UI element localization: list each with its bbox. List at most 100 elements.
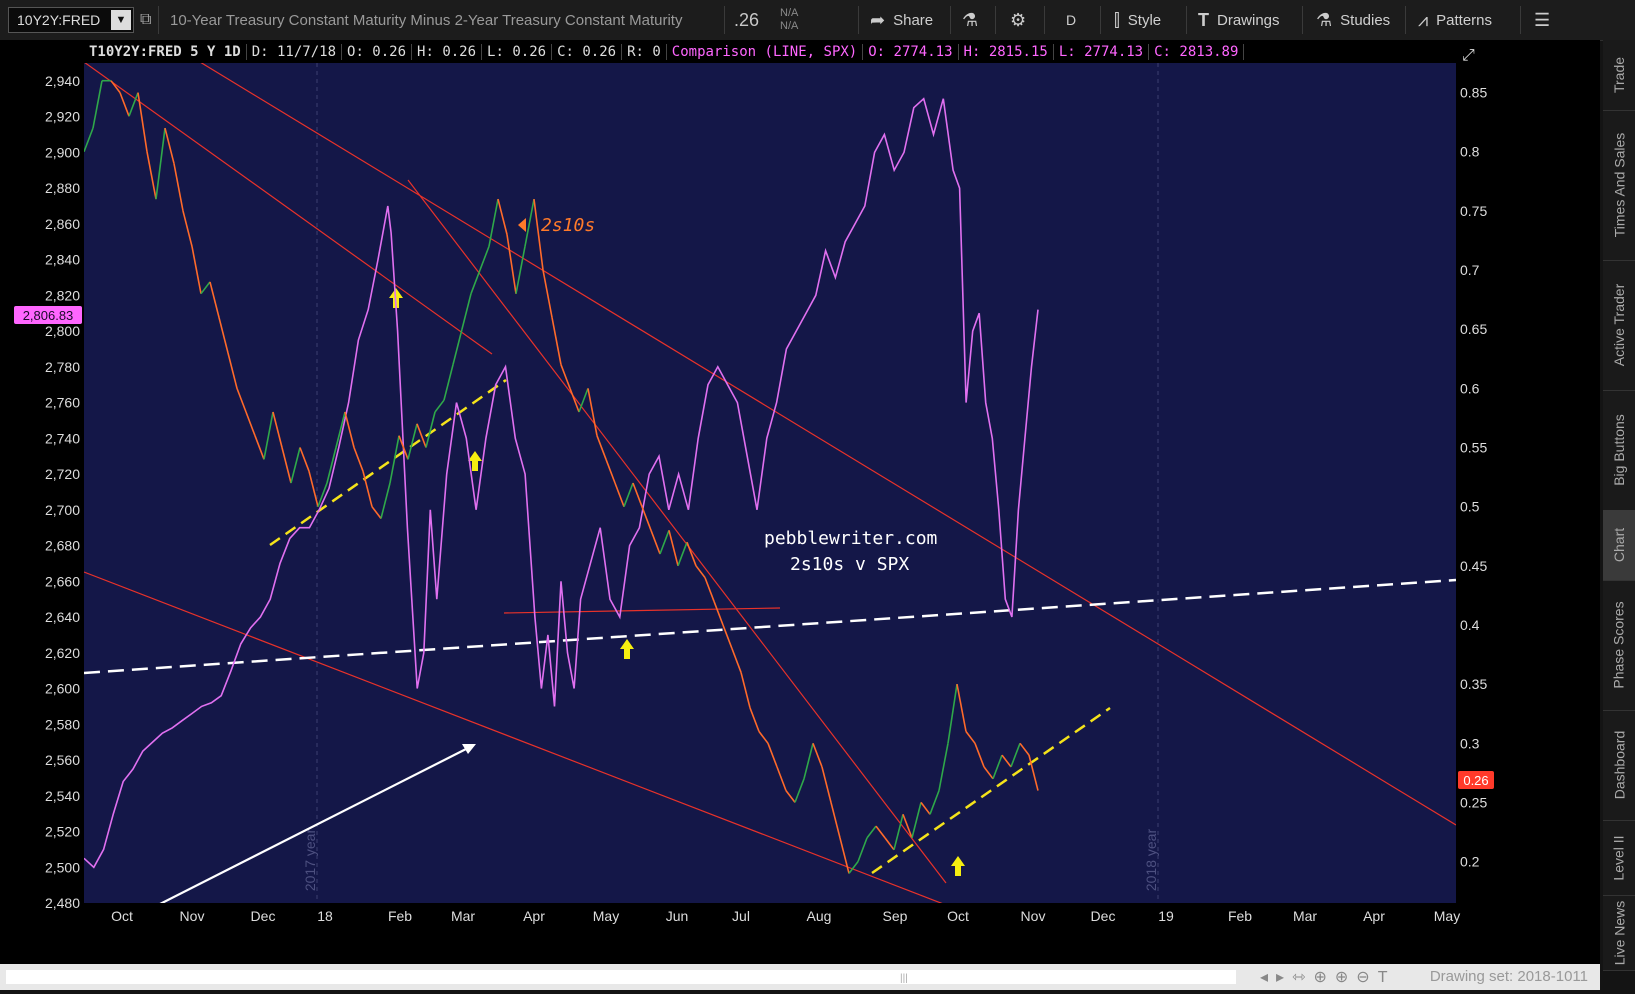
series-segment-2s10s: [839, 837, 850, 874]
series-segment-2s10s: [1010, 743, 1021, 768]
tab-phase-scores[interactable]: Phase Scores: [1603, 580, 1635, 711]
studies-button[interactable]: ⚗ Studies: [1316, 9, 1391, 30]
study-title: T10Y2Y:FRED 5 Y 1D: [84, 43, 247, 60]
left-axis-tick-label: 2,760: [45, 395, 80, 411]
tab-live-news[interactable]: Live News: [1603, 895, 1635, 971]
tab-level-ii[interactable]: Level II: [1603, 820, 1635, 896]
x-axis-tick-label: Nov: [180, 908, 205, 924]
series-segment-2s10s: [281, 447, 292, 484]
tab-times-and-sales[interactable]: Times And Sales: [1603, 110, 1635, 261]
series-segment-2s10s: [722, 624, 733, 649]
series-segment-2s10s: [236, 388, 247, 413]
series-segment-2s10s: [704, 577, 715, 602]
series-segment-2s10s: [389, 435, 400, 484]
right-price-label: 0.26: [1463, 773, 1488, 788]
left-axis-tick-label: 2,540: [45, 788, 80, 804]
settings-button[interactable]: ⚙: [1010, 0, 1034, 40]
series-segment-2s10s: [695, 565, 706, 579]
right-axis-tick-label: 0.65: [1460, 321, 1487, 337]
bottom-tools[interactable]: ◂▸⇿⊕⊕⊖T: [1260, 969, 1396, 986]
style-button[interactable]: ⫿ Style: [1114, 9, 1162, 30]
symbol-input[interactable]: 10Y2Y:FRED ▼: [8, 7, 134, 33]
series-segment-2s10s: [992, 754, 1003, 780]
tab-active-trader[interactable]: Active Trader: [1603, 260, 1635, 391]
right-axis-tick-label: 0.25: [1460, 794, 1487, 810]
info-high: H: 0.26: [412, 43, 483, 60]
x-axis-tick-label: 18: [317, 908, 333, 924]
series-segment-2s10s: [911, 802, 922, 839]
triangle-left-icon: [518, 218, 526, 232]
share-button[interactable]: ➦ Share: [870, 9, 934, 30]
last-price: .26: [734, 9, 760, 30]
x-axis-tick-label: Oct: [111, 908, 133, 924]
bottom-bar: ||| ◂▸⇿⊕⊕⊖T Drawing set: 2018-1011: [0, 964, 1600, 990]
left-axis-tick-label: 2,860: [45, 216, 80, 232]
series-segment-2s10s: [137, 92, 148, 152]
right-price-label-bg: [1458, 771, 1494, 789]
flask-icon: ⚗: [1316, 9, 1333, 30]
series-segment-2s10s: [164, 127, 175, 164]
series-segment-2s10s: [452, 329, 463, 365]
patterns-button[interactable]: ⩘ Patterns: [1418, 9, 1493, 30]
left-axis-tick-label: 2,780: [45, 359, 80, 375]
x-axis-tick-label: May: [1434, 908, 1460, 924]
left-axis-tick-label: 2,800: [45, 323, 80, 339]
series-segment-2s10s: [200, 281, 211, 295]
comparison-close: C: 2813.89: [1149, 43, 1245, 60]
symbol-text: 10Y2Y:FRED: [17, 12, 101, 28]
scroll-thumb-icon[interactable]: |||: [900, 973, 908, 984]
series-segment-2s10s: [983, 766, 994, 780]
annotation-subtitle: 2s10s v SPX: [790, 554, 909, 575]
x-axis-tick-label: Dec: [1091, 908, 1116, 924]
series-segment-2s10s: [902, 814, 913, 839]
tab-chart[interactable]: Chart: [1603, 510, 1635, 581]
trendline-red: [407, 179, 947, 884]
left-axis-tick-label: 2,820: [45, 287, 80, 303]
menu-icon: ☰: [1534, 9, 1551, 30]
tab-big-buttons[interactable]: Big Buttons: [1603, 390, 1635, 511]
tab-dashboard[interactable]: Dashboard: [1603, 710, 1635, 821]
series-segment-2s10s: [191, 246, 202, 294]
chart-area[interactable]: 2017 year 2018 year: [0, 40, 1600, 974]
left-axis-tick-label: 2,700: [45, 502, 80, 518]
series-segment-2s10s: [947, 683, 958, 744]
drawings-button[interactable]: T Drawings: [1198, 9, 1280, 30]
left-axis-tick-label: 2,600: [45, 681, 80, 697]
series-segment-2s10s: [668, 530, 679, 566]
right-axis-tick-label: 0.55: [1460, 440, 1487, 456]
x-axis-tick-label: 19: [1158, 908, 1174, 924]
comparison-open: O: 2774.13: [863, 43, 959, 60]
trendline-red: [84, 63, 493, 355]
x-axis-tick-label: Oct: [947, 908, 969, 924]
chart-svg[interactable]: 2017 year 2018 year: [0, 40, 1600, 964]
timeframe-button[interactable]: D: [1066, 12, 1077, 28]
series-segment-2s10s: [182, 210, 193, 247]
left-axis-tick-label: 2,680: [45, 538, 80, 554]
series-segment-2s10s: [155, 127, 166, 200]
series-segment-2s10s: [407, 423, 418, 460]
series-segment-2s10s: [263, 411, 274, 460]
x-axis-tick-label: Sep: [883, 908, 908, 924]
symbol-dropdown-icon[interactable]: ▼: [111, 10, 131, 30]
tab-trade[interactable]: Trade: [1603, 40, 1635, 111]
series-segment-2s10s: [938, 743, 949, 791]
series-segment-2s10s: [713, 601, 724, 626]
series-segment-2s10s: [605, 459, 616, 484]
horizontal-scrollbar[interactable]: [6, 970, 1236, 984]
right-axis-tick-label: 0.3: [1460, 735, 1480, 751]
left-axis-tick-label: 2,720: [45, 466, 80, 482]
link-icon[interactable]: ⧉: [140, 11, 152, 28]
info-low: L: 0.26: [482, 43, 553, 60]
series-segment-2s10s: [578, 388, 589, 413]
series-segment-2s10s: [506, 234, 517, 294]
menu-button[interactable]: ☰: [1534, 0, 1558, 40]
series-segment-2s10s: [560, 364, 571, 389]
series-segment-2s10s: [344, 411, 355, 448]
series-segment-2s10s: [470, 269, 481, 294]
series-segment-2s10s: [173, 163, 184, 212]
series-segment-2s10s: [290, 447, 301, 484]
series-segment-2s10s: [479, 246, 490, 271]
right-axis-tick-label: 0.6: [1460, 380, 1480, 396]
flask-button[interactable]: ⚗: [962, 0, 986, 40]
series-segment-2s10s: [785, 790, 796, 803]
